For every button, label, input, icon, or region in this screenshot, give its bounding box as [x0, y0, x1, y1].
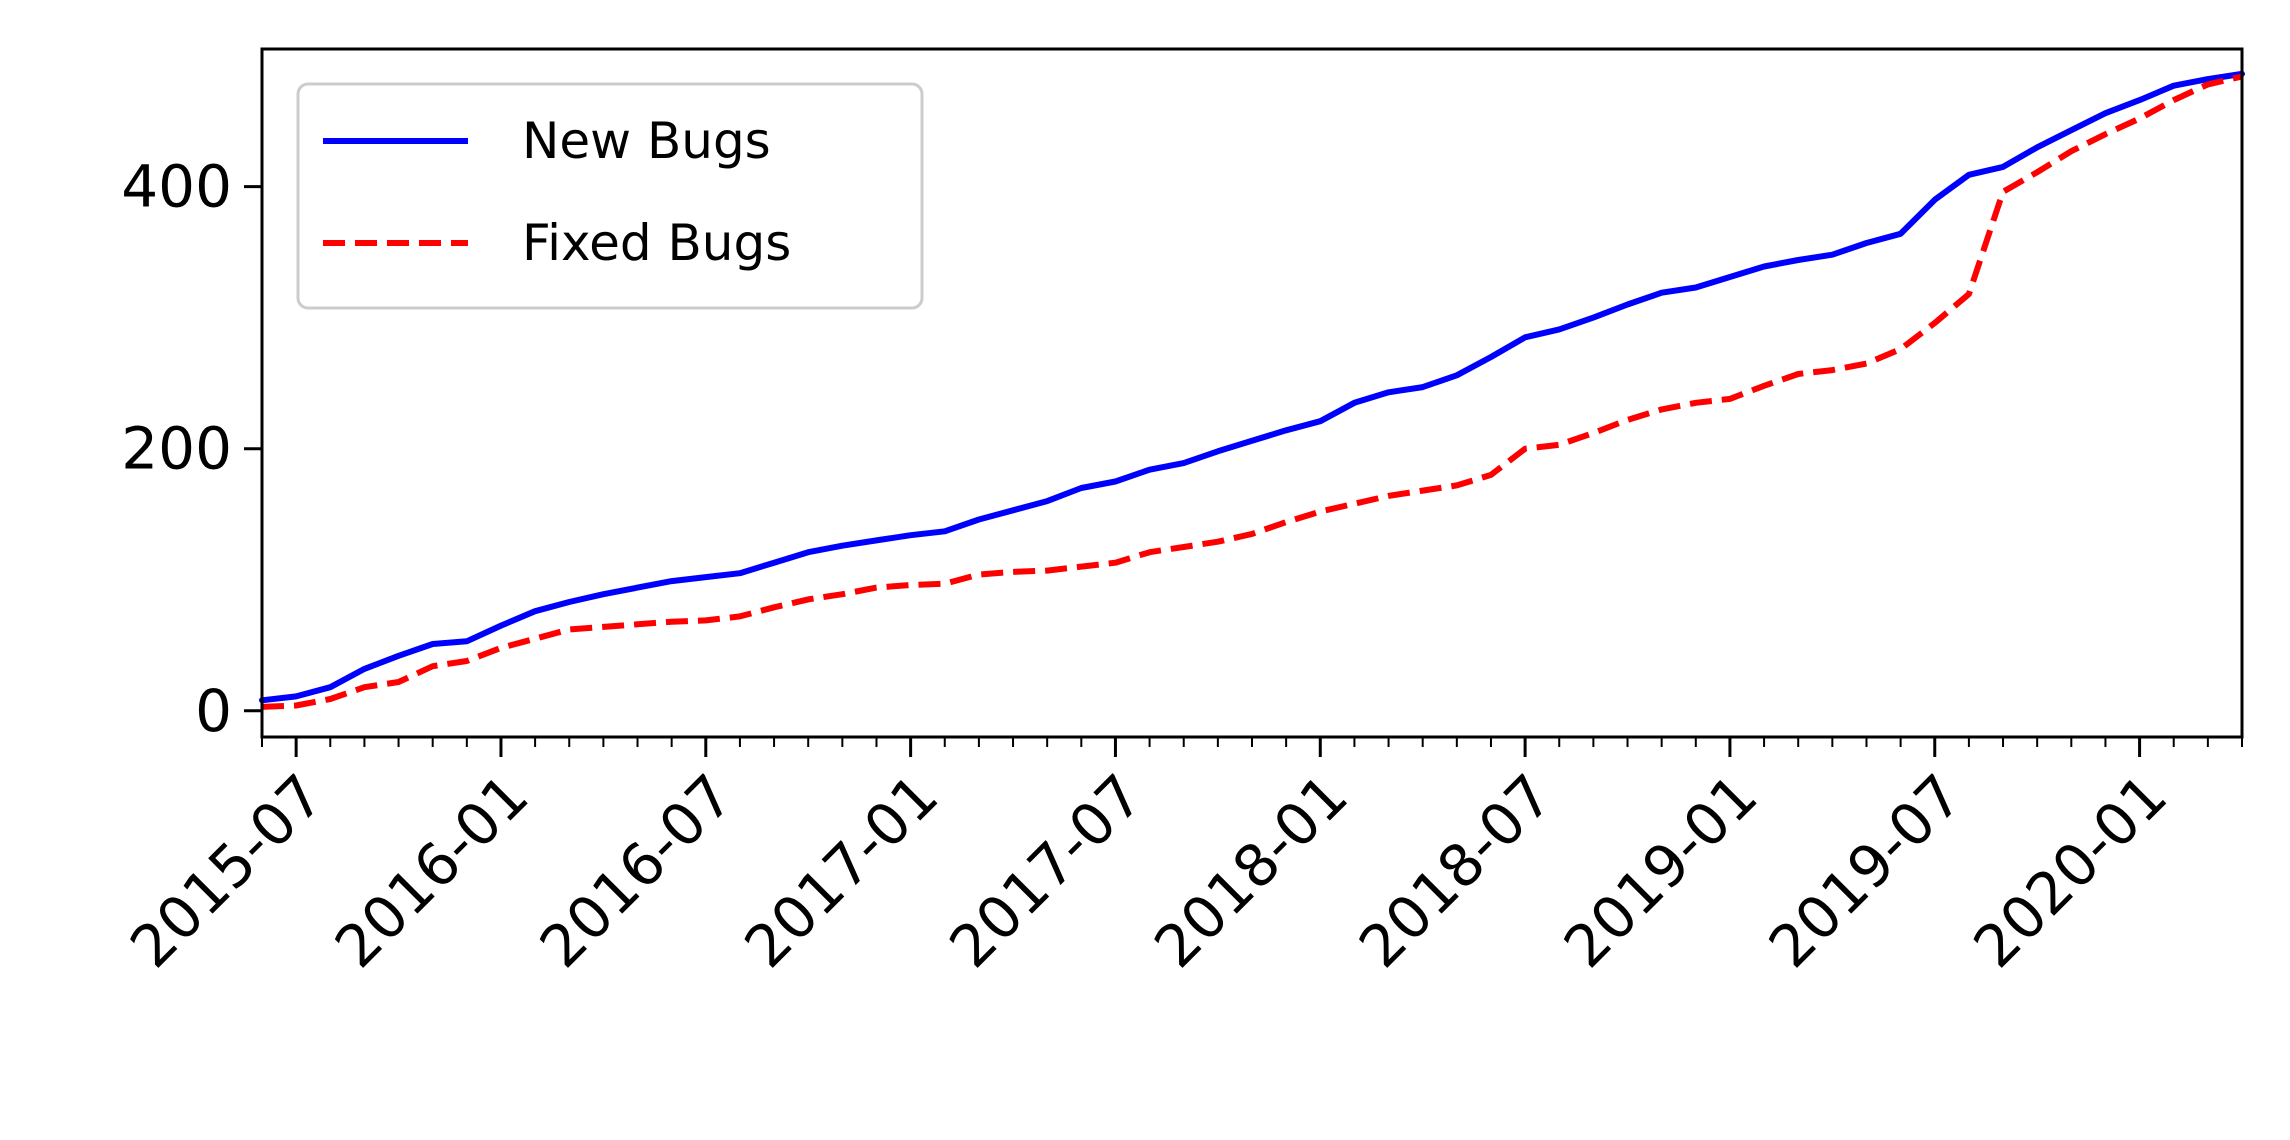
- series-lines: [259, 70, 2245, 710]
- plot-frame: [260, 47, 2244, 739]
- y-tick-label: 0: [195, 677, 232, 745]
- legend: New Bugs Fixed Bugs: [296, 82, 924, 310]
- legend-label: New Bugs: [522, 112, 771, 170]
- legend-label: Fixed Bugs: [522, 214, 791, 272]
- y-tick-label: 400: [121, 153, 232, 221]
- y-tick-label: 200: [121, 415, 232, 483]
- series-line-fixed-bugs: [261, 73, 2243, 710]
- y-axis: 0 200 400: [121, 153, 262, 745]
- series-line-new-bugs: [259, 70, 2245, 704]
